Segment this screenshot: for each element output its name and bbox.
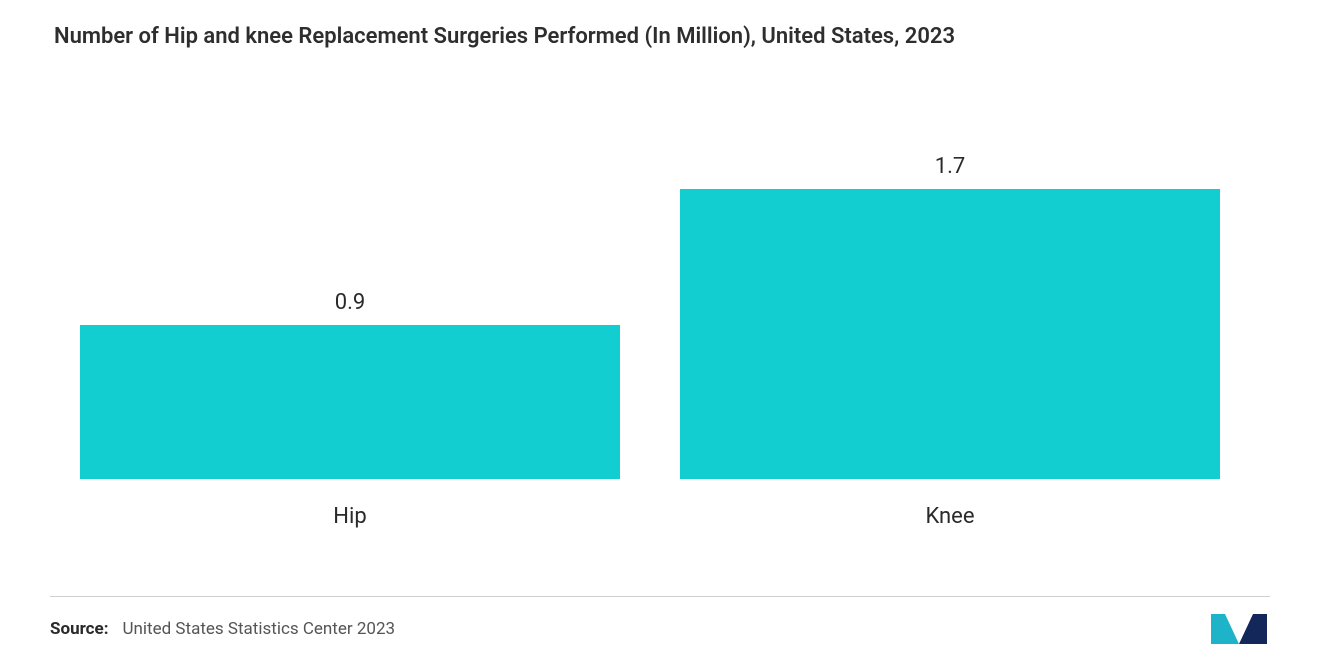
brand-logo — [1208, 611, 1270, 647]
x-axis-label: Hip — [80, 492, 620, 529]
chart-title: Number of Hip and knee Replacement Surge… — [50, 20, 1270, 49]
bar — [80, 325, 620, 479]
source-text: United States Statistics Center 2023 — [122, 619, 395, 639]
source-line: Source: United States Statistics Center … — [50, 619, 395, 639]
bars-row: 0.9 1.7 — [50, 119, 1250, 479]
bar-group-hip: 0.9 — [80, 290, 620, 479]
brand-logo-icon — [1208, 611, 1270, 647]
bar-value-label: 1.7 — [935, 154, 966, 179]
bar-value-label: 0.9 — [335, 290, 366, 315]
x-axis-label: Knee — [680, 492, 1220, 529]
bar-group-knee: 1.7 — [680, 154, 1220, 479]
chart-footer: Source: United States Statistics Center … — [50, 596, 1270, 647]
bar — [680, 189, 1220, 479]
chart-area: 0.9 1.7 Hip Knee — [50, 79, 1250, 529]
chart-container: Number of Hip and knee Replacement Surge… — [0, 0, 1320, 665]
source-label: Source: — [50, 619, 108, 639]
x-axis-labels: Hip Knee — [50, 492, 1250, 529]
